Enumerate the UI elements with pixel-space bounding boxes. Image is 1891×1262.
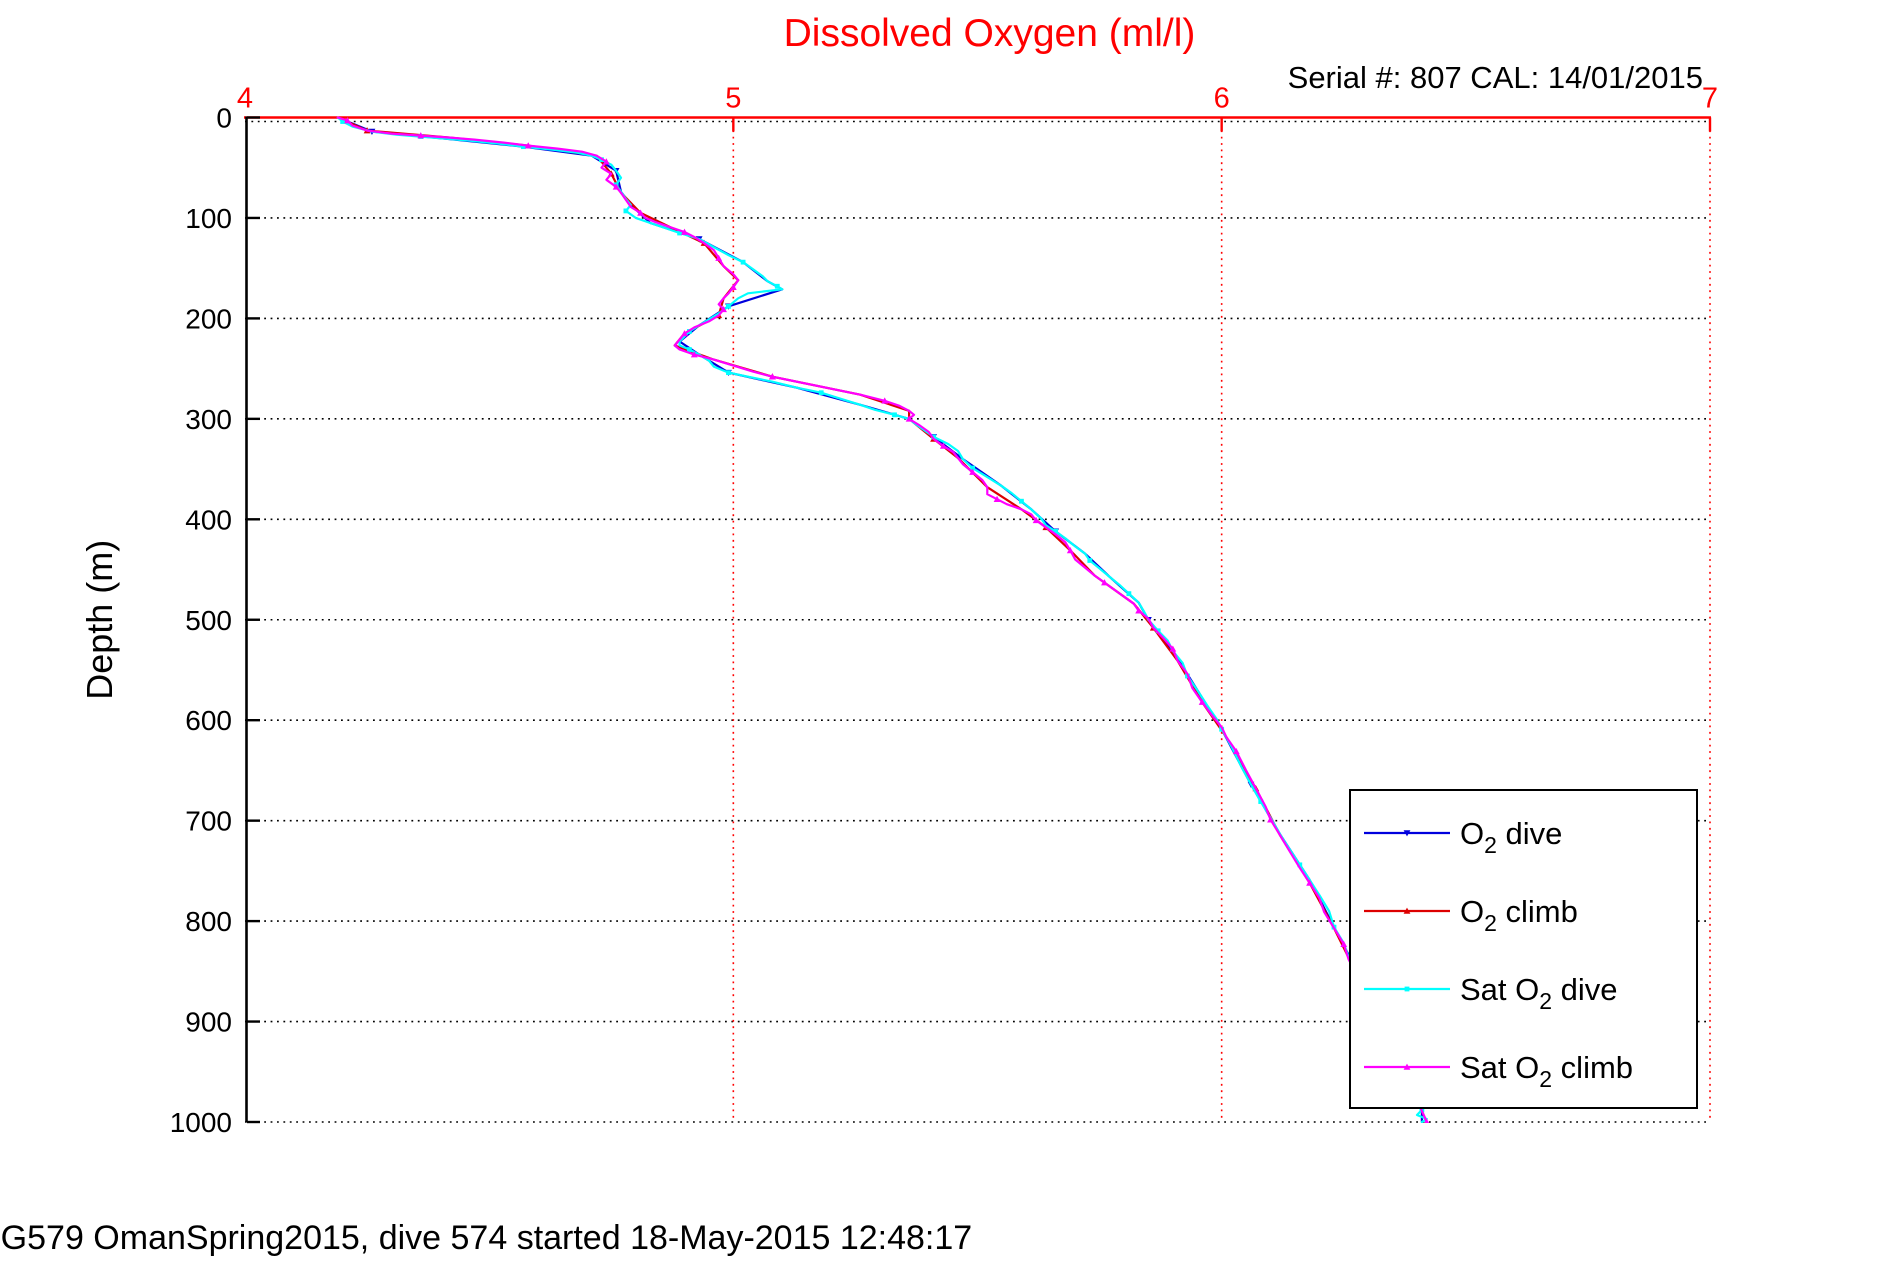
series-marker-icon [726,370,731,376]
x-tick-label-7: 7 [1702,83,1718,115]
legend-label-subscript: 2 [1484,910,1497,936]
series-marker-icon [1297,862,1303,868]
legend-marker-icon [1403,830,1411,837]
legend-label-rest: climb [1497,894,1578,929]
series-marker-icon [623,208,629,214]
legend-label-main: O [1460,894,1484,929]
series-marker-icon [417,132,425,139]
series-marker-icon [612,183,620,190]
y-tick-label-800: 800 [185,906,232,937]
y-tick-label-500: 500 [185,605,232,636]
series-marker-icon [344,117,351,124]
series-marker-icon [1053,528,1059,534]
y-tick-label-600: 600 [185,705,232,736]
series-marker-icon [818,390,824,396]
series-marker-icon [740,259,746,265]
figure-title: Dissolved Oxygen (ml/l) [784,12,1196,55]
legend-label-main: O [1460,816,1484,851]
y-tick-label-200: 200 [185,303,232,334]
series-marker-icon [1066,547,1074,554]
legend-label-rest: dive [1497,816,1562,851]
series-marker-icon [1232,747,1240,755]
series-marker-icon [993,495,1001,503]
legend-label: O2 dive [1460,816,1562,858]
legend-label-main: Sat O [1460,1050,1539,1085]
figure-subtitle: Serial #: 807 CAL: 14/01/2015 [1288,60,1703,95]
series-marker-icon [774,283,780,289]
legend-entry: O2 dive [1364,816,1562,858]
series-marker-icon [1019,498,1024,504]
series-marker-icon [1267,816,1274,823]
series-marker-icon [340,119,346,124]
series-marker-icon [969,468,977,475]
series-marker-icon [681,228,688,235]
y-tick-label-100: 100 [185,203,232,234]
series-marker-icon [1135,607,1143,614]
series-marker-icon [1340,940,1348,948]
series-marker-icon [905,415,913,422]
series-marker-icon [524,142,532,149]
y-tick-label-700: 700 [185,806,232,837]
series-marker-icon [1306,879,1313,886]
legend-entry: Sat O2 climb [1364,1050,1633,1092]
legend-marker-icon [1403,1063,1411,1070]
series-marker-icon [1424,1118,1430,1123]
y-tick-label-400: 400 [185,504,232,535]
series-marker-icon [686,347,692,352]
legend-label: Sat O2 climb [1460,1050,1633,1092]
series-marker-icon [1155,628,1161,634]
series-marker-icon [520,144,526,150]
x-tick-label-4: 4 [237,83,253,115]
series-marker-icon [881,397,889,404]
series-marker-icon [677,230,683,236]
y-tick-label-900: 900 [185,1007,232,1038]
series-path-sat-o2-climb [336,116,1428,1123]
y-axis-title: Depth (m) [79,540,120,700]
footer-caption: SG579 OmanSpring2015, dive 574 started 1… [0,1219,972,1257]
series-marker-icon [729,283,737,291]
legend-entry: O2 climb [1364,894,1578,936]
series-marker-icon [690,351,698,358]
series-marker-icon [970,465,976,471]
series-marker-icon [637,209,644,216]
legend-label: O2 climb [1460,894,1578,936]
series-marker-icon [939,442,947,449]
legend-label: Sat O2 dive [1460,972,1618,1014]
series-marker-icon [1126,591,1132,597]
y-tick-label-300: 300 [185,404,232,435]
series-marker-icon [1258,799,1264,804]
series-marker-icon [769,373,776,380]
y-tick-label-0: 0 [216,103,232,134]
legend-label-main: Sat O [1460,972,1539,1007]
series-marker-icon [1087,558,1093,563]
legend-label-subscript: 2 [1484,832,1497,858]
series-marker-icon [681,330,688,337]
series-marker-icon [726,303,731,309]
legend-label-rest: climb [1552,1050,1633,1085]
legend-label-subscript: 2 [1539,988,1552,1014]
series-marker-icon [1101,579,1108,586]
series-marker-icon [1032,516,1040,524]
series-marker-icon [602,158,610,165]
series-marker-icon [1169,645,1177,652]
y-tick-label-1000: 1000 [170,1107,232,1138]
legend-label-subscript: 2 [1539,1066,1552,1092]
x-tick-label-5: 5 [725,83,741,115]
legend-marker-icon [1403,907,1411,914]
series-marker-icon [892,412,897,418]
series-marker-icon [715,254,723,261]
plot-area [336,116,1430,1123]
legend-entry: Sat O2 dive [1364,972,1618,1014]
legend-box [1349,789,1698,1109]
legend-marker-icon [1404,986,1410,992]
x-tick-label-6: 6 [1214,83,1230,115]
series-marker-icon [720,305,727,313]
series-marker-icon [1198,698,1206,705]
legend-label-rest: dive [1552,972,1617,1007]
